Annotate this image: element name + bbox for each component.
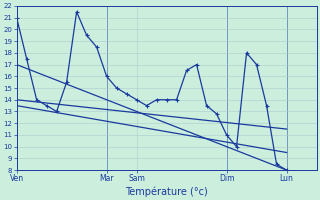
X-axis label: Température (°c): Température (°c) bbox=[125, 186, 208, 197]
